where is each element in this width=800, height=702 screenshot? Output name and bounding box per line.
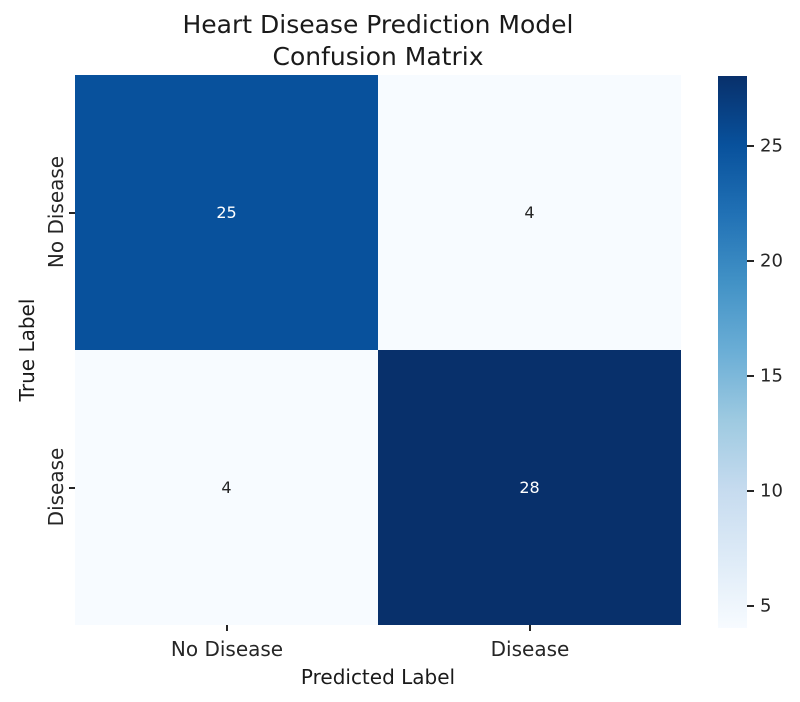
colorbar-tick-mark-5 xyxy=(747,605,754,607)
colorbar-tick-label-5: 5 xyxy=(760,595,772,617)
cell-value-true-positive: 28 xyxy=(519,478,540,497)
colorbar-tick-mark-20 xyxy=(747,260,754,262)
y-tick-label-disease: Disease xyxy=(44,447,68,527)
cell-value-false-negative: 4 xyxy=(221,478,232,497)
chart-title-line2: Confusion Matrix xyxy=(272,42,484,71)
chart-title: Heart Disease Prediction Model Confusion… xyxy=(75,9,681,73)
x-tick-label-nodisease: No Disease xyxy=(170,637,284,661)
cell-true-disease-pred-disease: 28 xyxy=(378,350,681,625)
colorbar-tick-label-20: 20 xyxy=(760,250,783,272)
colorbar-tick-label-15: 15 xyxy=(760,365,783,387)
cell-value-true-negative: 25 xyxy=(216,203,237,222)
cell-value-false-positive: 4 xyxy=(524,203,535,222)
colorbar-tick-mark-10 xyxy=(747,490,754,492)
y-tick-mark-nodisease xyxy=(69,212,75,214)
cell-true-nodisease-pred-disease: 4 xyxy=(378,75,681,350)
colorbar-tick-mark-15 xyxy=(747,375,754,377)
x-tick-mark-disease xyxy=(529,625,531,631)
cell-true-disease-pred-nodisease: 4 xyxy=(75,350,378,625)
cell-true-nodisease-pred-nodisease: 25 xyxy=(75,75,378,350)
y-axis-label: True Label xyxy=(15,298,39,402)
colorbar-tick-mark-25 xyxy=(747,145,754,147)
x-tick-label-disease: Disease xyxy=(490,637,570,661)
y-tick-mark-disease xyxy=(69,487,75,489)
y-tick-label-nodisease: No Disease xyxy=(44,155,68,269)
chart-title-line1: Heart Disease Prediction Model xyxy=(182,10,574,39)
colorbar-tick-label-25: 25 xyxy=(760,135,783,157)
x-tick-mark-nodisease xyxy=(226,625,228,631)
colorbar xyxy=(718,76,747,628)
heatmap-grid: 25 4 4 28 xyxy=(75,75,681,625)
colorbar-tick-label-10: 10 xyxy=(760,480,783,502)
x-axis-label: Predicted Label xyxy=(300,665,456,689)
